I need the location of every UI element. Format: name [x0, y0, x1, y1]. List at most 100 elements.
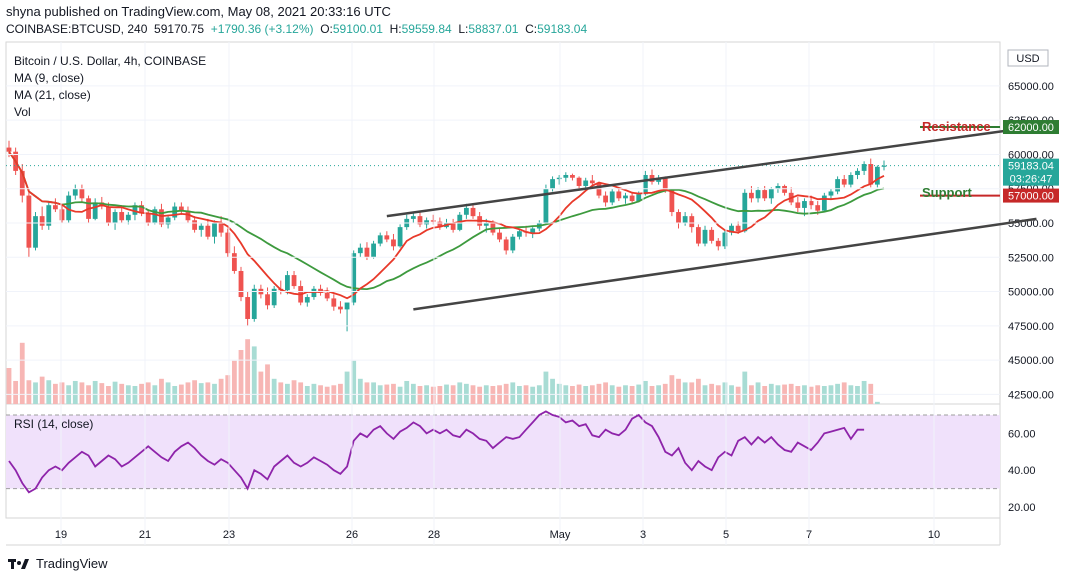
volume-bar	[821, 386, 827, 404]
candle-body	[576, 177, 582, 186]
legend-rsi: RSI (14, close)	[14, 417, 93, 431]
candle-body	[225, 232, 231, 254]
volume-bar	[205, 382, 211, 404]
volume-bar	[616, 386, 622, 404]
volume-bar	[855, 386, 860, 404]
volume-bar	[689, 382, 695, 404]
candle-body	[795, 202, 801, 208]
resistance-label: Resistance	[922, 119, 991, 134]
volume-bar	[112, 381, 118, 404]
price-tick-label: 42500.00	[1008, 389, 1054, 401]
volume-bar	[278, 382, 284, 404]
volume-bar	[517, 386, 522, 404]
candle-body	[377, 235, 383, 244]
volume-bar	[218, 378, 224, 404]
candle-body	[285, 275, 290, 291]
time-tick-label: 21	[139, 529, 151, 541]
volume-bar	[808, 386, 814, 404]
candle-body	[192, 220, 198, 230]
candle-body	[483, 223, 489, 226]
volume-bar	[291, 380, 297, 404]
candle-body	[662, 177, 668, 191]
rsi-tick-label: 60.00	[1008, 428, 1036, 440]
volume-bar	[457, 382, 463, 404]
candle-body	[848, 175, 854, 185]
candle-body	[762, 190, 768, 199]
tradingview-logo[interactable]: TradingView	[8, 556, 108, 571]
volume-bar	[13, 380, 19, 404]
candle-body	[629, 195, 635, 202]
time-tick-label: 28	[428, 529, 440, 541]
time-tick-label: 10	[928, 529, 940, 541]
volume-bar	[26, 380, 32, 404]
channel-lower-line	[413, 217, 1037, 311]
candle-body	[79, 188, 85, 199]
candle-body	[72, 188, 78, 196]
candle-body	[112, 212, 118, 223]
volume-bar	[437, 386, 443, 404]
candle-body	[775, 185, 781, 189]
tradingview-logo-text: TradingView	[36, 556, 108, 571]
open-label: O:	[320, 22, 333, 36]
candle-body	[669, 190, 675, 213]
candle-body	[304, 297, 310, 303]
candle-body	[59, 209, 65, 221]
currency-box[interactable]	[1007, 49, 1049, 67]
volume-bar	[172, 386, 178, 404]
volume-bar	[861, 380, 867, 404]
candle-body	[218, 223, 224, 233]
candle-body	[212, 223, 217, 237]
candle-body	[517, 231, 522, 237]
candle-body	[46, 205, 52, 226]
volume-bar	[477, 386, 483, 404]
volume-bar	[324, 386, 330, 404]
low-value: 58837.01	[468, 22, 519, 36]
candle-body	[291, 275, 297, 287]
candle-body	[715, 240, 721, 247]
volume-bar	[251, 346, 257, 404]
candle-body	[351, 253, 357, 303]
axes: 42500.00 45000.00 47500.00 50000.00 52500.00…	[6, 42, 1054, 545]
candle-body	[874, 166, 880, 185]
candle-body	[550, 179, 555, 189]
candle-body	[815, 205, 821, 211]
volume-bar	[735, 386, 741, 404]
tradingview-logo-icon	[8, 558, 29, 569]
candle-body	[251, 288, 257, 319]
candle-body	[563, 175, 569, 178]
candle-body	[152, 209, 158, 223]
candle-body	[755, 190, 761, 199]
close-value: 59183.04	[537, 22, 588, 36]
low-label: L:	[458, 22, 469, 36]
candle-body	[503, 239, 509, 251]
candle-body	[676, 212, 681, 223]
volume-bar	[198, 383, 204, 404]
candle-body	[19, 170, 25, 196]
volume-bar	[304, 386, 310, 404]
ma9-line	[8, 151, 885, 300]
volume-bar	[570, 386, 575, 404]
candle-body	[855, 170, 860, 176]
volume-bar	[106, 386, 111, 404]
rsi-polyline	[8, 410, 865, 494]
candle-body	[119, 212, 125, 221]
candle-body	[470, 207, 476, 217]
volume-bar	[742, 371, 748, 404]
price-tick-label: 60000.00	[1008, 149, 1054, 161]
moving-averages	[8, 151, 885, 300]
volume-bar	[19, 342, 25, 404]
volume-bar	[430, 386, 436, 404]
published-line: shyna published on TradingView.com, May …	[6, 4, 391, 19]
volume-bar	[510, 382, 516, 404]
candle-body	[371, 243, 376, 258]
candle-body	[768, 188, 774, 199]
candle-body	[178, 206, 184, 211]
candle-body	[53, 205, 58, 210]
volume-bar	[225, 375, 231, 404]
volume-bar	[59, 382, 65, 404]
high-value: 59559.84	[401, 22, 452, 36]
candle-body	[689, 216, 695, 228]
candle-body	[510, 236, 516, 251]
legend-ma9: MA (9, close)	[14, 71, 84, 85]
